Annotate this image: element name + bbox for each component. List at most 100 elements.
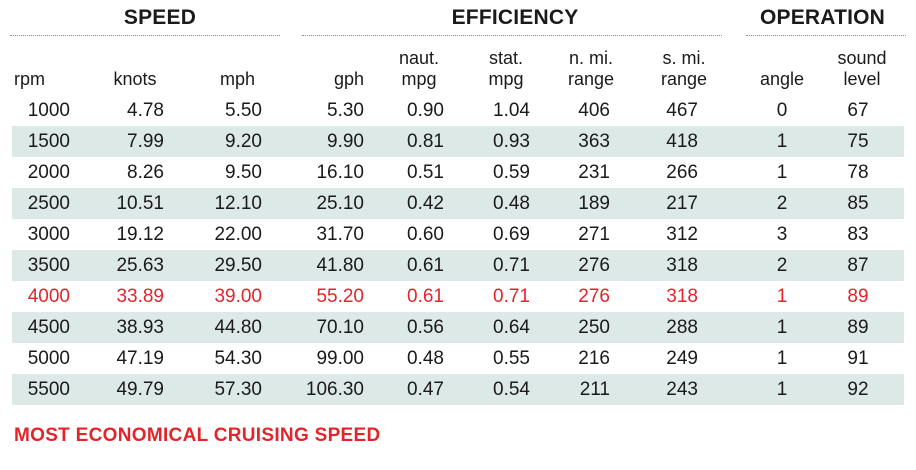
column-header-line: knots [113, 69, 157, 89]
cell-mph: 39.00 [214, 286, 262, 307]
cell-sound-level: 83 [847, 224, 869, 245]
cell-naut-mpg: 0.61 [407, 286, 444, 307]
cell-stat-mpg: 0.59 [493, 162, 530, 183]
cell-mph: 22.00 [214, 224, 262, 245]
cell-s-mi-range: 217 [666, 193, 698, 214]
cell-rpm: 5500 [27, 379, 70, 400]
column-header-line: angle [759, 69, 805, 89]
table-row: 3500 25.63 29.50 41.80 0.61 0.71 276 318 2 87 [12, 250, 904, 281]
cell-n-mi-range: 216 [578, 348, 610, 369]
cell-naut-mpg: 0.90 [407, 100, 444, 121]
group-operation-rule [746, 35, 906, 36]
group-operation-heading: OPERATION [759, 6, 886, 29]
column-header-line: gph [333, 69, 364, 89]
cell-naut-mpg: 0.60 [407, 224, 444, 245]
table-row: 5500 49.79 57.30 106.30 0.47 0.54 211 243 1 92 [12, 374, 904, 405]
cell-gph: 99.00 [316, 348, 364, 369]
performance-table: 1000 4.78 5.50 5.30 0.90 1.04 406 467 0 67 1500 7.9… [12, 95, 904, 405]
cell-knots: 38.93 [116, 317, 164, 338]
table-row: 2000 8.26 9.50 16.10 0.51 0.59 231 266 1 78 [12, 157, 904, 188]
cell-mph: 9.50 [225, 162, 262, 183]
table-row: 2500 10.51 12.10 25.10 0.42 0.48 189 217 2 85 [12, 188, 904, 219]
column-header-line: mpg [401, 69, 437, 89]
cell-knots: 7.99 [127, 131, 164, 152]
column-header-gph: gph [308, 40, 364, 90]
cell-knots: 8.26 [127, 162, 164, 183]
cell-angle: 1 [776, 286, 788, 307]
table-row: 1500 7.99 9.20 9.90 0.81 0.93 363 418 1 75 [12, 126, 904, 157]
cell-stat-mpg: 0.69 [493, 224, 530, 245]
cell-gph: 31.70 [316, 224, 364, 245]
column-header-line: mph [219, 69, 255, 89]
cell-stat-mpg: 0.71 [493, 286, 530, 307]
cell-mph: 44.80 [214, 317, 262, 338]
cell-sound-level: 89 [847, 286, 869, 307]
cell-s-mi-range: 249 [666, 348, 698, 369]
cell-angle: 1 [776, 348, 788, 369]
cell-angle: 1 [776, 162, 788, 183]
cell-angle: 3 [776, 224, 788, 245]
column-header-s-mi-range: s. mi. range [648, 40, 720, 90]
cell-s-mi-range: 418 [666, 131, 698, 152]
cell-sound-level: 75 [847, 131, 869, 152]
cell-s-mi-range: 318 [666, 286, 698, 307]
cell-sound-level: 92 [847, 379, 869, 400]
cell-sound-level: 85 [847, 193, 869, 214]
column-header-line: stat. [488, 48, 523, 68]
cell-gph: 25.10 [316, 193, 364, 214]
column-header-line: rpm [14, 69, 45, 89]
cell-sound-level: 78 [847, 162, 869, 183]
cell-angle: 1 [776, 131, 788, 152]
cell-naut-mpg: 0.81 [407, 131, 444, 152]
cell-knots: 47.19 [116, 348, 164, 369]
cell-sound-level: 89 [847, 317, 869, 338]
table-row-highlighted: 4000 33.89 39.00 55.20 0.61 0.71 276 318 1 89 [12, 281, 904, 312]
group-speed-rule [10, 35, 280, 36]
cell-stat-mpg: 0.55 [493, 348, 530, 369]
cell-mph: 9.20 [225, 131, 262, 152]
cell-gph: 55.20 [316, 286, 364, 307]
cell-rpm: 2000 [27, 162, 70, 183]
cell-naut-mpg: 0.51 [407, 162, 444, 183]
group-efficiency-rule [302, 35, 722, 36]
cell-angle: 0 [776, 100, 788, 121]
cell-n-mi-range: 271 [578, 224, 610, 245]
cell-rpm: 3000 [27, 224, 70, 245]
cell-knots: 25.63 [116, 255, 164, 276]
footer-note: MOST ECONOMICAL CRUISING SPEED [14, 425, 381, 446]
cell-angle: 1 [776, 317, 788, 338]
cell-angle: 1 [776, 379, 788, 400]
cell-gph: 9.90 [327, 131, 364, 152]
cell-mph: 5.50 [225, 100, 262, 121]
cell-rpm: 1000 [27, 100, 70, 121]
column-header-sound-level: sound level [828, 40, 896, 90]
column-header-line: naut. [398, 48, 440, 68]
cell-stat-mpg: 0.48 [493, 193, 530, 214]
cell-knots: 10.51 [116, 193, 164, 214]
cell-stat-mpg: 0.93 [493, 131, 530, 152]
cell-mph: 54.30 [214, 348, 262, 369]
cell-s-mi-range: 318 [666, 255, 698, 276]
group-efficiency-heading: EFFICIENCY [451, 6, 579, 29]
cell-n-mi-range: 189 [578, 193, 610, 214]
cell-n-mi-range: 276 [578, 255, 610, 276]
cell-n-mi-range: 231 [578, 162, 610, 183]
column-header-naut-mpg: naut. mpg [390, 40, 448, 90]
cell-gph: 106.30 [305, 379, 364, 400]
cell-n-mi-range: 406 [578, 100, 610, 121]
cell-naut-mpg: 0.47 [407, 379, 444, 400]
cell-knots: 19.12 [116, 224, 164, 245]
cell-mph: 12.10 [214, 193, 262, 214]
column-header-knots: knots [100, 40, 170, 90]
cell-s-mi-range: 266 [666, 162, 698, 183]
cell-rpm: 1500 [27, 131, 70, 152]
cell-gph: 41.80 [316, 255, 364, 276]
cell-rpm: 2500 [27, 193, 70, 214]
cell-naut-mpg: 0.61 [407, 255, 444, 276]
column-header-mph: mph [205, 40, 270, 90]
cell-mph: 29.50 [214, 255, 262, 276]
cell-naut-mpg: 0.42 [407, 193, 444, 214]
cell-gph: 5.30 [327, 100, 364, 121]
cell-mph: 57.30 [214, 379, 262, 400]
cell-s-mi-range: 288 [666, 317, 698, 338]
